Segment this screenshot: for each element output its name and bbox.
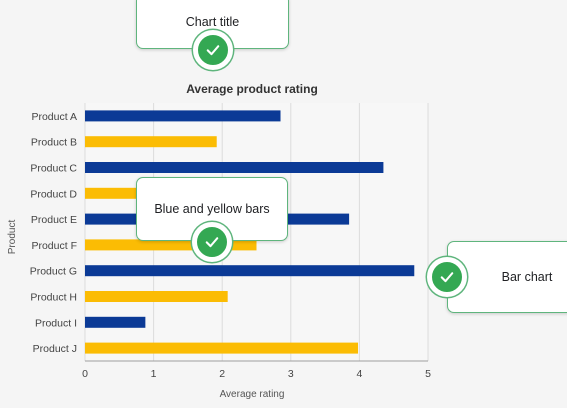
callout-label: Chart title — [185, 14, 240, 29]
x-axis-title: Average rating — [220, 389, 285, 400]
check-icon — [440, 272, 454, 283]
check-badge — [192, 30, 233, 70]
y-tick-label: Product H — [30, 292, 77, 304]
x-tick-labels: 0 1 2 3 4 5 — [82, 368, 431, 380]
check-badge — [427, 257, 467, 297]
x-tick-label: 2 — [219, 368, 225, 380]
bar-chart-callout: Bar chart — [427, 241, 567, 313]
x-tick-label: 1 — [151, 368, 157, 380]
y-tick-label: Product I — [35, 317, 77, 329]
bar-product-j — [85, 342, 359, 354]
y-tick-label: Product J — [33, 343, 77, 355]
bars-callout: Blue and yellow bars — [136, 177, 288, 262]
y-tick-label: Product A — [31, 111, 77, 123]
bar-product-d — [85, 187, 175, 199]
chart-title: Average product rating — [186, 82, 318, 96]
x-tick-label: 0 — [82, 368, 88, 380]
bar-product-b — [85, 136, 217, 148]
chart-title-callout: Chart title — [136, 0, 289, 70]
x-tick-label: 3 — [288, 368, 294, 380]
y-axis-title: Product — [7, 220, 18, 255]
y-tick-label: Product F — [31, 240, 77, 252]
callout-label: Bar chart — [501, 270, 553, 284]
check-badge — [192, 222, 232, 262]
bar-product-h — [85, 291, 228, 302]
bar-product-i — [85, 316, 146, 328]
bar-product-a — [85, 110, 281, 122]
callout-label: Blue and yellow bars — [154, 202, 270, 216]
bar-product-g — [85, 265, 415, 277]
x-tick-label: 4 — [356, 368, 362, 380]
check-icon — [206, 45, 219, 56]
y-tick-label: Product D — [30, 188, 77, 200]
y-tick-label: Product C — [30, 163, 77, 175]
y-tick-label: Product B — [31, 137, 77, 149]
bar-product-f — [85, 239, 257, 251]
y-tick-label: Product E — [31, 214, 77, 226]
y-tick-labels: Product A Product B Product C Product D Prod… — [30, 111, 78, 355]
x-tick-label: 5 — [425, 368, 431, 380]
bar-product-c — [85, 162, 384, 173]
check-icon — [205, 237, 219, 248]
y-tick-label: Product G — [30, 266, 77, 278]
